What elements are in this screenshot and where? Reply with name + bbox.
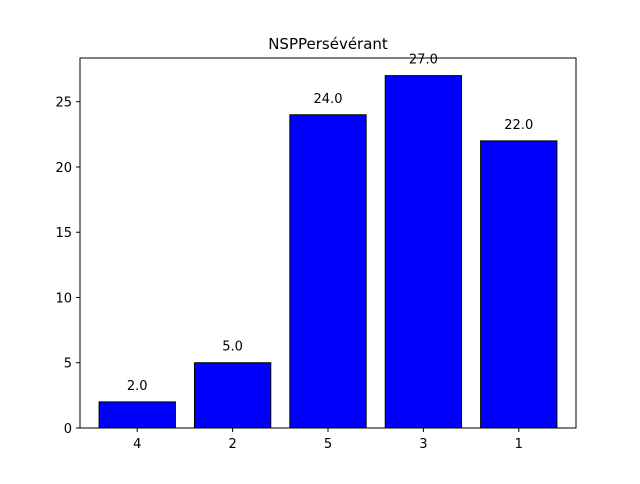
y-tick-label-20: 20 — [55, 161, 72, 176]
data-label-4: 2.0 — [127, 379, 148, 394]
bar-5 — [289, 114, 367, 429]
bars — [98, 75, 558, 429]
data-label-2: 5.0 — [222, 340, 243, 355]
data-label-1: 22.0 — [504, 118, 533, 133]
x-tick-label-4: 4 — [133, 437, 141, 452]
chart-title: NSPPersévérant — [268, 35, 388, 53]
bar-1 — [480, 140, 558, 429]
y-tick-label-25: 25 — [55, 96, 72, 111]
y-tick-label-0: 0 — [64, 422, 72, 437]
bar-4 — [98, 401, 176, 429]
y-tick-label-15: 15 — [55, 226, 72, 241]
bar-3 — [384, 75, 463, 429]
x-axis-ticks: 4 2 5 3 1 — [133, 428, 523, 452]
data-label-3: 27.0 — [409, 53, 438, 68]
x-tick-label-1: 1 — [515, 437, 523, 452]
x-tick-label-2: 2 — [228, 437, 236, 452]
bar-2 — [193, 362, 272, 429]
x-tick-label-3: 3 — [419, 437, 427, 452]
data-labels: 2.0 5.0 24.0 27.0 22.0 — [127, 53, 533, 394]
x-tick-label-5: 5 — [324, 437, 332, 452]
y-tick-label-5: 5 — [64, 357, 72, 372]
y-tick-label-10: 10 — [55, 291, 72, 306]
plot-frame — [79, 57, 577, 429]
data-label-5: 24.0 — [314, 92, 343, 107]
y-axis-ticks: 0 5 10 15 20 25 — [55, 96, 80, 437]
